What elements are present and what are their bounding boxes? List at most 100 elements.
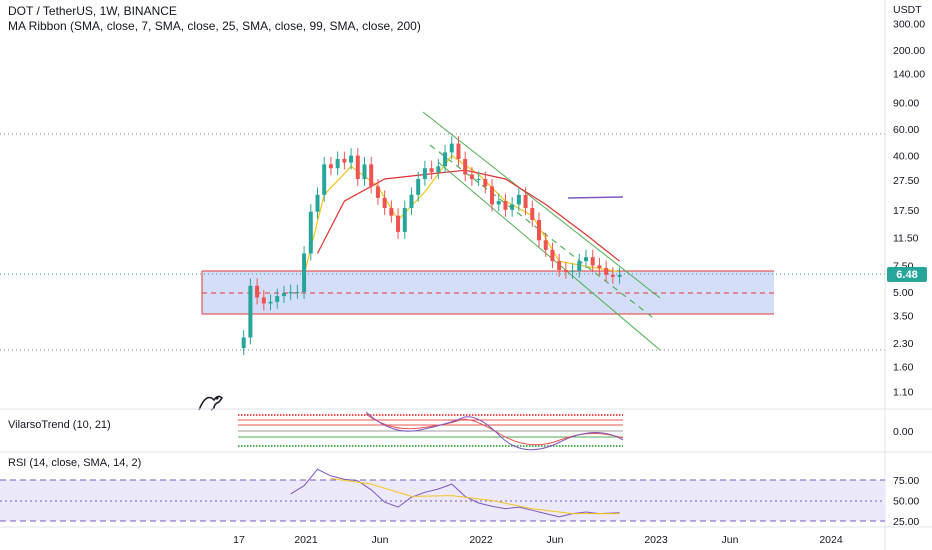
candle-body [490, 186, 495, 205]
candle-body [617, 274, 622, 277]
channel-lower-line [437, 161, 661, 351]
candle-body [597, 265, 602, 269]
dino-icon [198, 395, 223, 411]
time-tick-label: Jun [722, 534, 739, 546]
candle-body [402, 207, 407, 232]
candle-body [308, 211, 313, 254]
candle-body [570, 270, 575, 272]
ma-line-ma7 [303, 154, 620, 275]
candle-body [369, 164, 374, 187]
candle-body [543, 240, 548, 250]
time-tick-label: 17 [233, 534, 245, 546]
price-tick-label: 27.50 [893, 175, 919, 187]
price-tick-label: 200.00 [893, 45, 925, 57]
candle-body [422, 168, 427, 179]
candle-body [483, 178, 488, 187]
price-tick-label: 60.00 [893, 124, 919, 136]
candle-body [409, 194, 414, 208]
price-tick-label: 90.00 [893, 97, 919, 109]
horizontal-ray [567, 196, 624, 199]
candle-body [275, 296, 280, 302]
candles [241, 136, 622, 356]
candle-body [503, 201, 508, 210]
time-tick-label: Jun [547, 534, 564, 546]
price-tick-label: 300.00 [893, 18, 925, 30]
symbol-title[interactable]: DOT / TetherUS, 1W, BINANCE [8, 4, 177, 18]
candle-body [550, 249, 555, 262]
candle-body [362, 164, 367, 179]
candle-body [328, 164, 333, 169]
candle-body [557, 261, 562, 270]
price-tick-label: 17.50 [893, 205, 919, 217]
vt-tick-label: 0.00 [893, 426, 914, 438]
price-tick-label: 11.50 [893, 232, 919, 244]
candle-body [241, 337, 246, 349]
time-tick-label: 2024 [819, 534, 843, 546]
candle-body [530, 207, 535, 220]
candle-body [389, 207, 394, 216]
candle-body [396, 215, 401, 232]
candle-body [281, 293, 286, 297]
candle-body [516, 194, 521, 205]
vilarso-pane [238, 411, 624, 451]
price-pane [0, 111, 885, 411]
candle-body [416, 178, 421, 195]
time-axis[interactable]: 17 2021 Jun 2022 Jun 2023 Jun 2024 [233, 534, 843, 546]
candle-body [469, 174, 474, 179]
ma-line-ma25 [316, 169, 620, 262]
rsi-axis: 75.00 50.00 25.00 [893, 475, 919, 528]
candle-body [590, 257, 595, 266]
candle-body [302, 253, 307, 292]
candle-body [443, 152, 448, 167]
time-tick-label: 2021 [294, 534, 318, 546]
candle-body [255, 285, 260, 298]
time-tick-label: 2023 [644, 534, 668, 546]
price-tick-label: 1.60 [893, 362, 914, 374]
vt-signal-purple [365, 411, 624, 451]
price-tick-label: 3.50 [893, 310, 914, 322]
channel-mid-line [429, 144, 657, 321]
vilarso-axis: 0.00 [893, 426, 914, 438]
price-tick-label: 140.00 [893, 68, 925, 80]
candle-body [342, 158, 347, 163]
rsi-band [0, 480, 885, 521]
last-price-badge [887, 267, 927, 282]
time-tick-label: Jun [372, 534, 389, 546]
time-tick-label: 2022 [469, 534, 493, 546]
currency-label: USDT [893, 4, 922, 16]
candle-body [248, 285, 253, 338]
rsi-tick-label: 75.00 [893, 475, 919, 487]
candle-body [261, 297, 266, 304]
candle-body [349, 155, 354, 163]
candle-body [584, 257, 588, 262]
candle-body [429, 168, 434, 173]
candle-body [577, 261, 582, 271]
ma-ribbon-legend[interactable]: MA Ribbon (SMA, close, 7, SMA, close, 25… [8, 19, 421, 33]
candle-body [268, 301, 273, 304]
last-price-label: 6.48 [896, 269, 917, 281]
candle-body [456, 143, 461, 159]
candle-body [510, 204, 515, 210]
channel-upper-line [422, 111, 661, 299]
candle-body [463, 158, 468, 175]
candle-body [476, 178, 481, 180]
rsi-tick-label: 50.00 [893, 496, 919, 508]
candle-body [382, 197, 387, 208]
price-tick-label: 5.00 [893, 287, 914, 299]
rsi-line [290, 468, 620, 518]
candle-body [288, 292, 293, 294]
candle-body [563, 269, 568, 272]
rsi-tick-label: 25.00 [893, 516, 919, 528]
candle-body [496, 201, 501, 205]
rsi-legend[interactable]: RSI (14, close, SMA, 14, 2) [8, 457, 142, 469]
price-tick-label: 2.30 [893, 338, 914, 350]
vilarso-legend[interactable]: VilarsoTrend (10, 21) [8, 419, 111, 431]
price-axis[interactable]: 300.00 200.00 140.00 90.00 60.00 40.00 27.50 17… [893, 18, 925, 398]
candle-body [375, 186, 380, 198]
candle-body [436, 166, 441, 173]
price-tick-label: 40.00 [893, 151, 919, 163]
candle-body [537, 219, 542, 241]
rsi-ma-line [330, 477, 620, 515]
candle-body [523, 194, 528, 208]
